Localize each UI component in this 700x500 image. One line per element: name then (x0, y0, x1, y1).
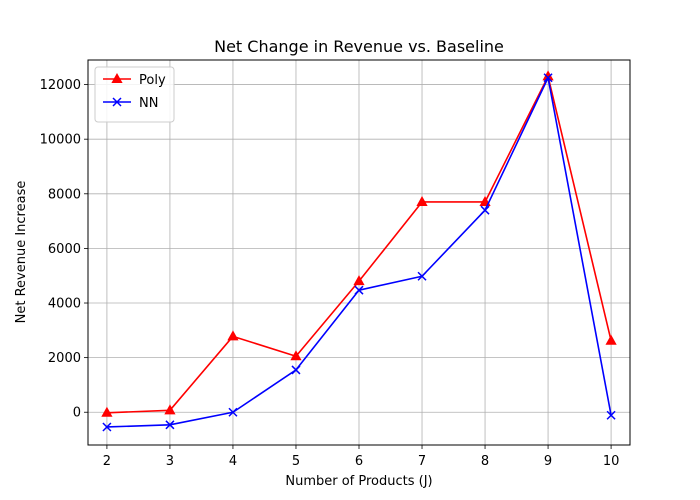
data-point-poly (101, 406, 113, 417)
y-tick-label: 4000 (48, 297, 81, 312)
data-point-nn (417, 271, 427, 281)
legend-item-poly: Poly (103, 72, 166, 88)
y-tick-label: 2000 (48, 351, 81, 366)
data-point-nn (480, 205, 490, 215)
x-tick-label: 3 (166, 454, 174, 469)
data-point-nn (354, 285, 364, 295)
x-tick-label: 10 (603, 454, 620, 469)
x-tick-label: 8 (481, 454, 489, 469)
y-tick-label: 0 (73, 406, 81, 421)
grid-lines (88, 60, 630, 445)
x-tick-label: 5 (292, 454, 300, 469)
y-tick-label: 10000 (40, 133, 81, 148)
x-axis-title: Number of Products (J) (285, 474, 432, 489)
legend-label-nn: NN (139, 96, 158, 111)
data-point-nn (165, 420, 175, 430)
data-point-poly (227, 330, 239, 341)
chart-title: Net Change in Revenue vs. Baseline (214, 37, 504, 56)
data-point-nn (606, 410, 616, 420)
y-tick-label: 8000 (48, 187, 81, 202)
data-point-nn (543, 73, 553, 83)
series-layer (101, 70, 617, 432)
data-point-nn (291, 365, 301, 375)
x-tick-label: 4 (229, 454, 237, 469)
x-tick-label: 6 (355, 454, 363, 469)
legend-item-nn: NN (103, 96, 158, 111)
y-tick-label: 12000 (40, 78, 81, 93)
y-tick-label: 6000 (48, 242, 81, 257)
data-point-poly (416, 195, 428, 206)
data-point-nn (228, 407, 238, 417)
x-tick-label: 7 (418, 454, 426, 469)
y-axis-title: Net Revenue Increase (14, 181, 29, 324)
legend-label-poly: Poly (139, 73, 166, 88)
axis-ticks: 2 3 4 5 6 7 8 9 10 0 2000 4000 6000 8000 10000 12000 (40, 78, 620, 469)
data-point-poly (353, 275, 365, 286)
legend-marker-poly (111, 72, 123, 83)
series-nn (102, 73, 616, 432)
legend-marker-nn (112, 97, 122, 107)
x-tick-label: 2 (103, 454, 111, 469)
data-point-poly (290, 350, 302, 361)
x-tick-label: 9 (544, 454, 552, 469)
data-point-nn (102, 422, 112, 432)
legend: Poly NN (94, 66, 175, 123)
data-point-poly (605, 334, 617, 345)
data-point-poly (164, 404, 176, 415)
